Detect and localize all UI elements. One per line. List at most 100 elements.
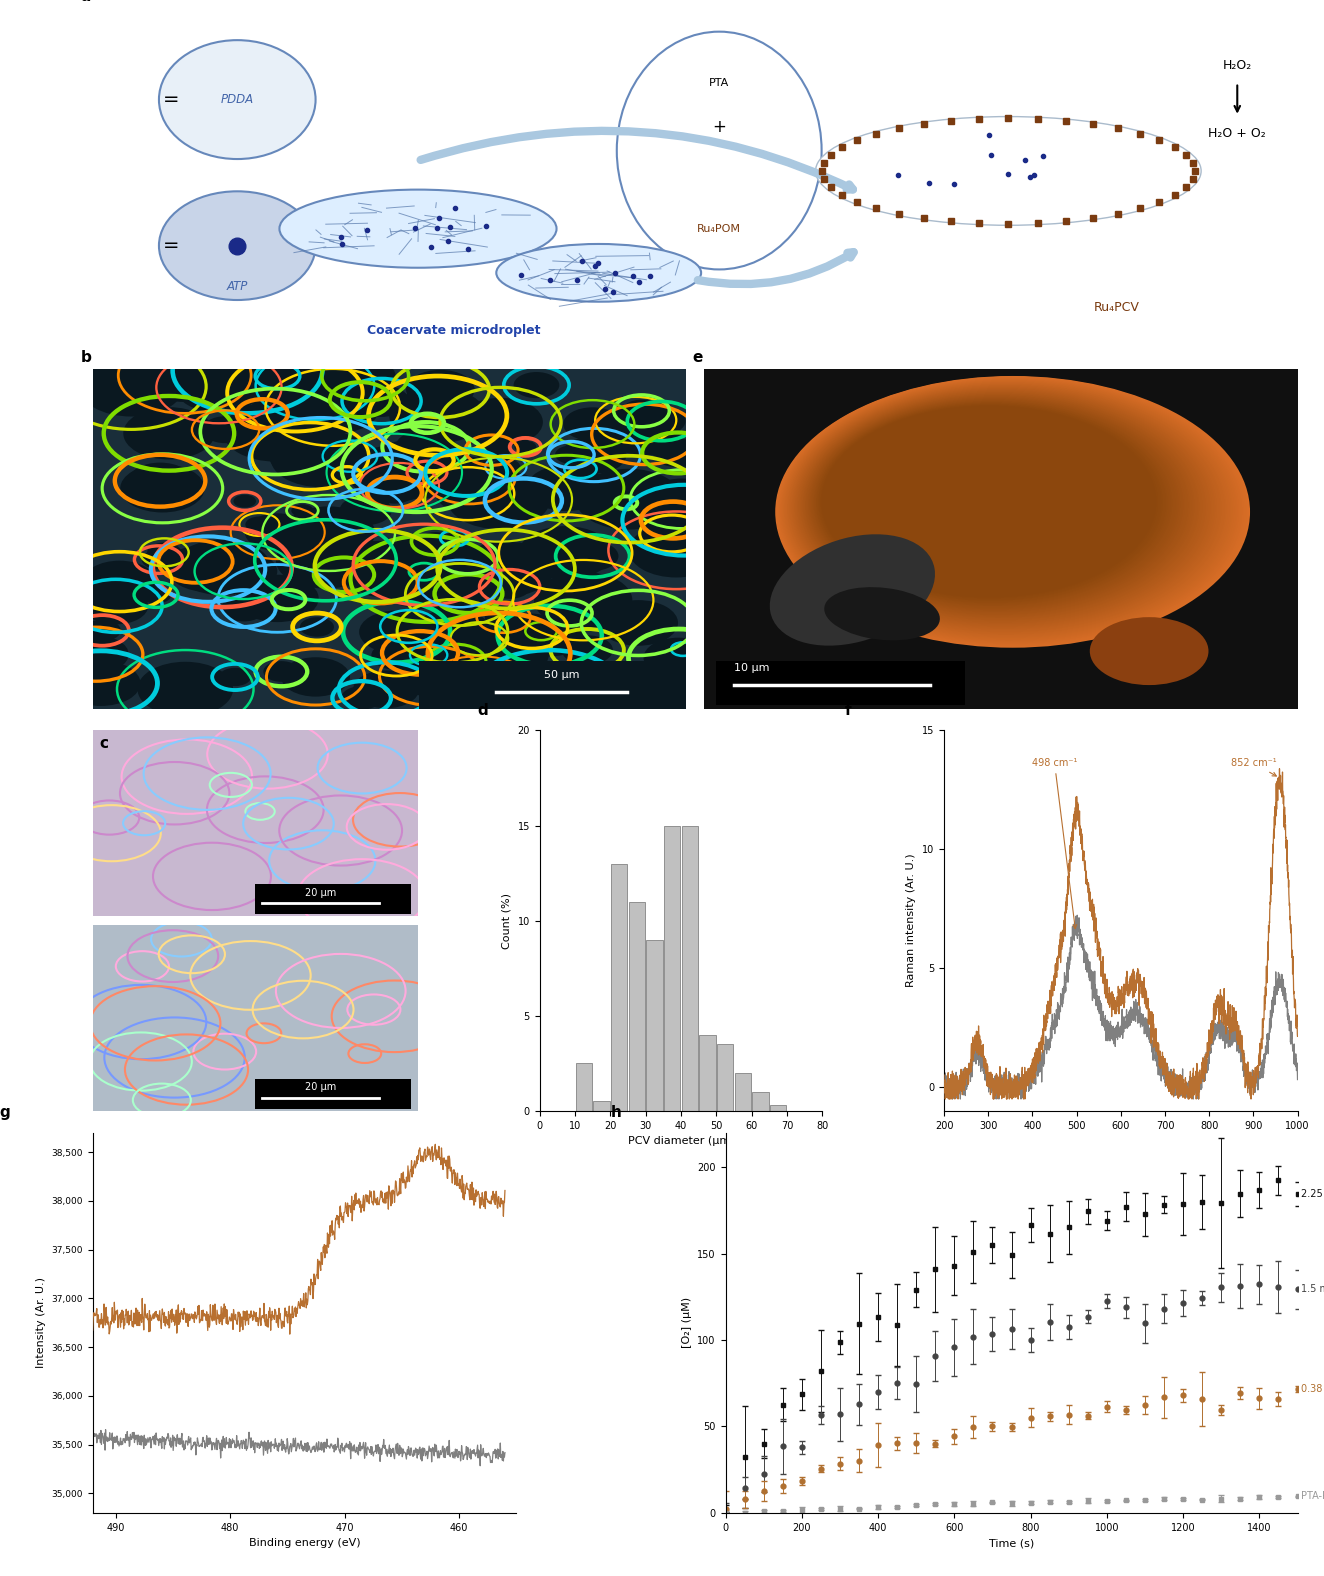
Text: 20 μm: 20 μm (305, 1083, 336, 1092)
Circle shape (567, 541, 618, 571)
Circle shape (495, 663, 602, 725)
X-axis label: Time (s): Time (s) (989, 1538, 1034, 1548)
Circle shape (115, 952, 169, 982)
Circle shape (563, 407, 622, 441)
Circle shape (159, 936, 225, 974)
Bar (646, 939, 662, 1111)
Circle shape (262, 367, 293, 385)
Circle shape (389, 388, 486, 443)
Circle shape (246, 1023, 281, 1043)
Circle shape (622, 400, 661, 422)
Circle shape (798, 391, 1202, 623)
Circle shape (364, 440, 469, 500)
Circle shape (279, 796, 402, 865)
Circle shape (808, 397, 1185, 613)
Circle shape (354, 385, 409, 418)
Circle shape (790, 386, 1219, 632)
Circle shape (798, 391, 1204, 623)
Circle shape (449, 668, 471, 681)
Circle shape (514, 615, 587, 657)
Text: 20 μm: 20 μm (305, 887, 336, 898)
Circle shape (794, 389, 1210, 626)
Circle shape (608, 403, 665, 437)
Circle shape (418, 533, 451, 552)
Text: 2.25 mg: 2.25 mg (1301, 1188, 1324, 1199)
X-axis label: Raman shift (cm⁻¹): Raman shift (cm⁻¹) (1067, 1136, 1174, 1146)
Circle shape (270, 430, 371, 487)
Circle shape (438, 455, 495, 489)
Circle shape (459, 627, 499, 651)
Circle shape (245, 514, 311, 552)
Circle shape (222, 402, 328, 462)
Circle shape (785, 383, 1230, 637)
Circle shape (804, 394, 1192, 616)
Bar (593, 1102, 609, 1111)
Circle shape (61, 660, 140, 706)
Circle shape (122, 739, 252, 813)
Circle shape (279, 189, 556, 268)
Circle shape (485, 607, 523, 629)
Text: 10 μm: 10 μm (733, 663, 769, 673)
Bar (256, 1080, 412, 1110)
Circle shape (389, 615, 429, 638)
Circle shape (298, 859, 426, 933)
Circle shape (263, 660, 299, 682)
Circle shape (336, 470, 357, 481)
Circle shape (802, 392, 1196, 619)
Circle shape (561, 437, 626, 474)
Circle shape (269, 432, 351, 479)
Circle shape (779, 378, 1242, 643)
Circle shape (275, 953, 405, 1028)
Circle shape (244, 797, 334, 849)
Circle shape (209, 552, 277, 591)
Circle shape (236, 575, 319, 623)
Circle shape (777, 377, 1247, 646)
Circle shape (790, 386, 1218, 630)
Circle shape (354, 670, 420, 708)
Circle shape (800, 392, 1200, 621)
Circle shape (175, 362, 262, 413)
Circle shape (821, 405, 1158, 599)
Circle shape (75, 985, 207, 1059)
Circle shape (347, 804, 426, 849)
Text: 498 cm⁻¹: 498 cm⁻¹ (1031, 758, 1078, 928)
Circle shape (675, 645, 691, 654)
Circle shape (491, 459, 520, 474)
Bar (610, 864, 628, 1111)
Circle shape (245, 403, 281, 424)
Circle shape (120, 465, 205, 512)
Circle shape (638, 407, 686, 435)
Circle shape (79, 801, 139, 835)
X-axis label: Binding energy (eV): Binding energy (eV) (249, 1538, 360, 1548)
Text: Ru₄PCV: Ru₄PCV (1094, 301, 1140, 314)
Circle shape (641, 495, 727, 545)
Circle shape (208, 720, 328, 788)
Text: 1.5 mg: 1.5 mg (1301, 1284, 1324, 1294)
Circle shape (207, 777, 323, 843)
Circle shape (209, 772, 252, 797)
Circle shape (233, 495, 256, 507)
Circle shape (629, 523, 724, 577)
Circle shape (342, 686, 383, 709)
Circle shape (132, 1084, 191, 1117)
Text: PDDA: PDDA (221, 93, 254, 106)
Text: PTA: PTA (710, 77, 730, 88)
Circle shape (168, 547, 248, 593)
Circle shape (449, 626, 549, 682)
Bar (771, 1105, 786, 1111)
Text: 852 cm⁻¹: 852 cm⁻¹ (1230, 758, 1276, 775)
Circle shape (445, 533, 465, 544)
Bar (735, 1073, 751, 1111)
Circle shape (173, 539, 271, 596)
Circle shape (355, 567, 406, 597)
Ellipse shape (825, 588, 940, 640)
Circle shape (124, 1034, 248, 1105)
Circle shape (514, 372, 559, 399)
Circle shape (281, 657, 350, 697)
Bar (716, 662, 965, 706)
Text: 50 μm: 50 μm (544, 670, 580, 681)
Circle shape (777, 378, 1246, 645)
Bar (256, 884, 412, 914)
Circle shape (348, 1045, 381, 1062)
Circle shape (218, 668, 252, 686)
